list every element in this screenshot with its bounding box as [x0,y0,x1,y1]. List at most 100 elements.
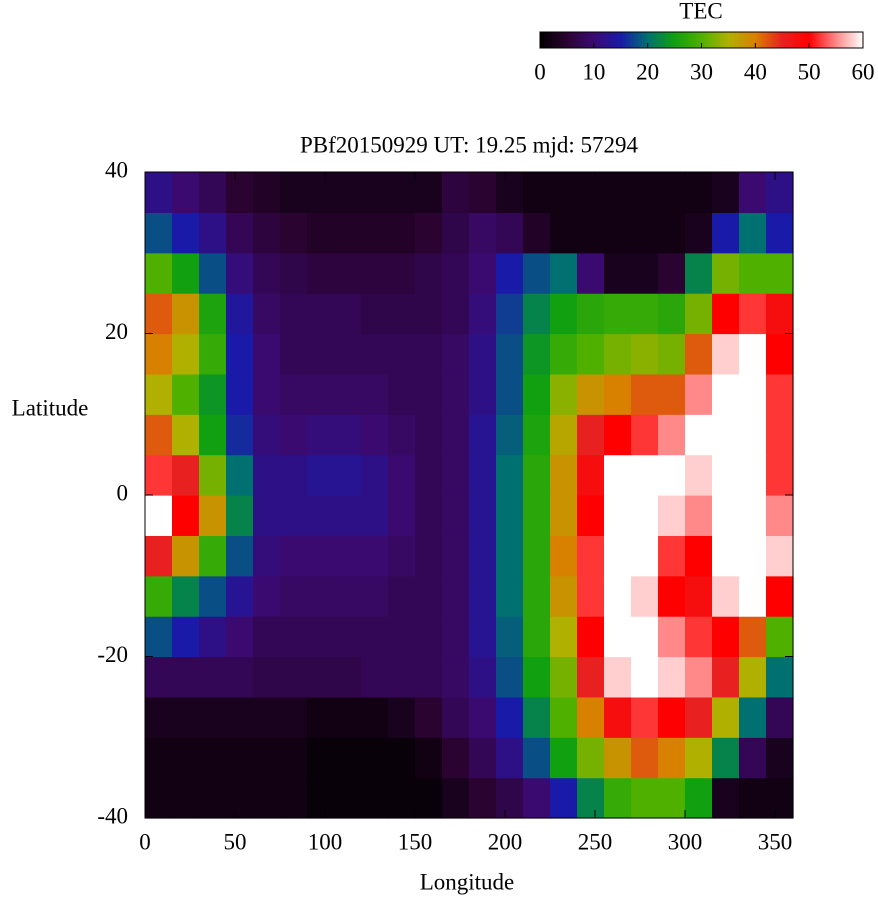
heatmap-cell [712,777,740,819]
heatmap-cell [604,575,632,617]
heatmap-cell [766,737,794,779]
heatmap-cell [172,212,200,254]
heatmap-cell [496,737,524,779]
heatmap-cell [253,535,281,577]
heatmap-cell [442,777,470,819]
heatmap-cell [280,252,308,294]
heatmap-cell [496,333,524,375]
heatmap-cell [658,737,686,779]
heatmap-cell [550,696,578,738]
heatmap-cell [685,656,713,698]
heatmap-cell [496,172,524,213]
heatmap-cell [253,696,281,738]
heatmap-cell [172,293,200,335]
heatmap-cell [469,373,497,415]
heatmap-cell [550,616,578,658]
heatmap-cell [226,777,254,819]
heatmap-cell [388,333,416,375]
heatmap-cell [280,656,308,698]
heatmap-cell [712,293,740,335]
heatmap-cell [739,656,767,698]
heatmap-cell [442,414,470,456]
heatmap-cell [145,777,173,819]
y-tick-label: 0 [117,480,129,505]
heatmap-cell [172,696,200,738]
heatmap-cell [307,737,335,779]
heatmap-cell [469,777,497,819]
heatmap-cell [685,575,713,617]
y-tick-label: 40 [105,157,128,182]
x-tick-label: 250 [578,829,613,854]
heatmap-cell [307,696,335,738]
heatmap-cell [712,252,740,294]
heatmap-cell [577,414,605,456]
heatmap-cell [415,575,443,617]
heatmap-cell [253,777,281,819]
heatmap-cell [415,535,443,577]
heatmap-cell [199,414,227,456]
heatmap-cell [280,616,308,658]
heatmap-cell [739,212,767,254]
heatmap-cell [388,535,416,577]
heatmap-cell [658,454,686,496]
heatmap-cell [577,293,605,335]
heatmap-cell [172,252,200,294]
heatmap-cell [550,212,578,254]
y-tick-label: -40 [97,803,128,828]
heatmap-cell [280,333,308,375]
heatmap-cell [307,656,335,698]
heatmap-cell [442,293,470,335]
heatmap-cell [631,656,659,698]
heatmap-cell [766,454,794,496]
heatmap-cell [172,172,200,213]
heatmap-cell [469,333,497,375]
heatmap-cell [604,414,632,456]
heatmap-cell [658,293,686,335]
heatmap-cell [415,414,443,456]
heatmap-cell [415,293,443,335]
heatmap-cell [145,212,173,254]
heatmap-cell [334,777,362,819]
heatmap-cell [712,333,740,375]
heatmap-cell [523,535,551,577]
heatmap-cell [685,172,713,213]
heatmap-cell [172,495,200,536]
heatmap-cell [226,414,254,456]
heatmap-cell [388,737,416,779]
heatmap-cell [523,777,551,819]
heatmap-cell [577,575,605,617]
heatmap-cell [631,495,659,536]
heatmap-cell [631,616,659,658]
heatmap-cell [739,495,767,536]
heatmap-cell [226,737,254,779]
heatmap-cell [577,454,605,496]
heatmap-cell [226,454,254,496]
heatmap-cell [658,252,686,294]
colorbar-tick-label: 20 [636,59,659,84]
heatmap-cell [334,616,362,658]
heatmap-cell [469,737,497,779]
heatmap-cell [415,616,443,658]
heatmap-cell [199,495,227,536]
heatmap-cell [496,535,524,577]
heatmap-cell [577,212,605,254]
heatmap-cell [739,333,767,375]
heatmap-cell [334,535,362,577]
heatmap-cell [523,252,551,294]
heatmap-cell [658,333,686,375]
heatmap-cell [550,293,578,335]
heatmap-cell [685,333,713,375]
heatmap-cell [631,373,659,415]
heatmap-cell [442,172,470,213]
heatmap-cell [577,172,605,213]
heatmap-cell [766,656,794,698]
heatmap-cell [172,414,200,456]
heatmap-cell [226,495,254,536]
heatmap-cell [739,414,767,456]
colorbar-tick-label: 40 [744,59,767,84]
heatmap-cell [280,414,308,456]
heatmap-cell [577,777,605,819]
heatmap-cell [334,454,362,496]
heatmap-cell [280,212,308,254]
